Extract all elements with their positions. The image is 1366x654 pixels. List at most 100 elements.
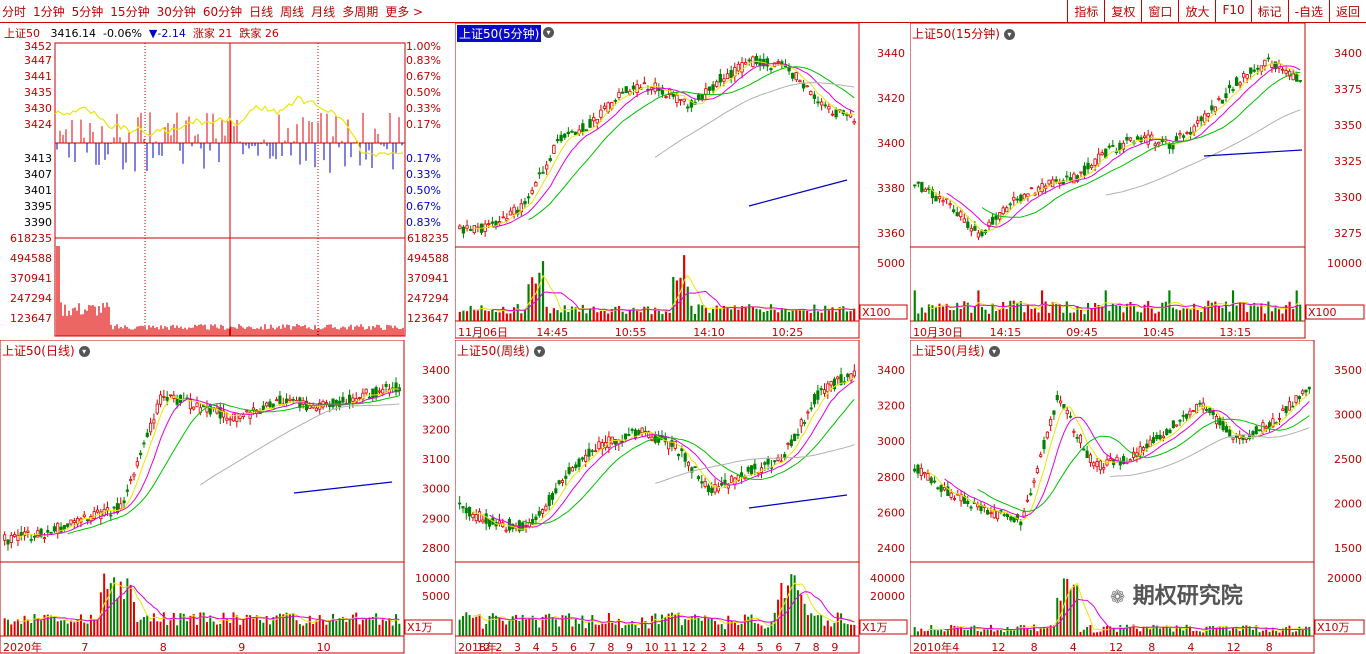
price-tick-label: 2900	[422, 512, 450, 525]
candle-body	[830, 113, 835, 116]
kline-weekly-chart: 34003200300028002600240040000200002018年1…	[455, 340, 908, 654]
action-button-7[interactable]: 返回	[1328, 0, 1366, 22]
panel-title-5min[interactable]: 上证50(5分钟)	[457, 25, 542, 42]
candle-body	[723, 479, 727, 485]
candle-body	[772, 62, 777, 68]
ma-line-60	[655, 444, 855, 484]
candle-body	[849, 373, 853, 381]
period-tab-9[interactable]: 多周期	[342, 5, 379, 19]
index-change: ▼-2.14	[148, 27, 186, 40]
chevron-down-icon[interactable]: ▾	[533, 346, 545, 357]
candle-body	[92, 511, 96, 519]
candle-body	[1019, 194, 1023, 202]
candle-body	[19, 532, 23, 536]
action-button-3[interactable]: 放大	[1178, 0, 1215, 22]
kline-panel-15min[interactable]: 3400 3375 3350 3325 3300 3275 10000 10月30日 14:15…	[910, 23, 1366, 339]
panel-title-daily[interactable]: 上证50(日线) ▾	[2, 342, 90, 359]
action-button-0[interactable]: 指标	[1067, 0, 1104, 22]
candle-body	[773, 460, 777, 463]
candle-body	[1165, 429, 1169, 436]
candle-body	[384, 384, 388, 387]
candle-body	[490, 221, 495, 224]
chevron-down-icon[interactable]: ▾	[543, 27, 554, 38]
candle-body	[664, 96, 668, 98]
candle-body	[725, 73, 730, 80]
candle-body	[966, 500, 970, 504]
candle-body	[105, 507, 110, 512]
period-tab-7[interactable]: 周线	[280, 5, 305, 19]
candle-body	[465, 225, 469, 229]
x-tick-label: 10	[645, 641, 659, 654]
trend-line	[293, 481, 393, 494]
panel-border	[0, 340, 405, 654]
x-tick-label: 9	[238, 641, 245, 654]
panel-title-weekly[interactable]: 上证50(周线) ▾	[457, 342, 545, 359]
candle-body	[1100, 152, 1104, 156]
candle-body	[1075, 436, 1079, 439]
candle-body	[1142, 135, 1147, 139]
candle-body	[1291, 405, 1295, 408]
candle-body	[949, 492, 953, 498]
period-tab-1[interactable]: 1分钟	[33, 5, 65, 19]
kline-panel-daily[interactable]: 3400 3300 3200 3100 3000 2900 2800 10000 5000 202…	[0, 340, 454, 654]
period-tab-10[interactable]: 更多 >	[385, 5, 424, 19]
period-tab-0[interactable]: 分时	[2, 5, 27, 19]
candle-body	[570, 130, 574, 133]
period-tab-4[interactable]: 30分钟	[156, 5, 196, 19]
action-button-5[interactable]: 标记	[1250, 0, 1288, 22]
action-button-2[interactable]: 窗口	[1141, 0, 1178, 22]
candle-body	[1052, 410, 1056, 415]
chevron-down-icon[interactable]: ▾	[988, 346, 1000, 357]
period-tab-8[interactable]: 月线	[311, 5, 336, 19]
candle-body	[544, 505, 548, 511]
candle-body	[726, 483, 730, 489]
candle-body	[693, 466, 697, 468]
action-button-6[interactable]: -自选	[1287, 0, 1329, 22]
candle-body	[653, 82, 657, 92]
action-button-1[interactable]: 复权	[1104, 0, 1141, 22]
x-tick-label: 12	[682, 641, 696, 654]
x-tick-label: 6	[570, 641, 577, 654]
panel-title-text: 上证50(15分钟)	[912, 27, 1000, 41]
candle-body	[517, 520, 521, 532]
kline-panel-5min[interactable]: 3440 3420 3400 3380 3360 5000 11月06日 14:45 10:55…	[455, 23, 909, 339]
candle-body	[1015, 198, 1019, 201]
candle-body	[484, 513, 488, 524]
period-tab-6[interactable]: 日线	[249, 5, 274, 19]
candle-body	[969, 227, 973, 232]
chevron-down-icon[interactable]: ▾	[1003, 29, 1015, 40]
candle-body	[1171, 420, 1175, 428]
candle-body	[1128, 459, 1132, 462]
candle-body	[952, 498, 957, 500]
candle-body	[657, 87, 661, 92]
chevron-down-icon[interactable]: ▾	[78, 346, 90, 357]
candle-body	[331, 398, 335, 408]
candle-body	[32, 535, 37, 538]
intraday-panel[interactable]: 上证50 3416.14 -0.06% ▼-2.14 涨家 21 跌家 26 3…	[0, 23, 454, 339]
candle-body	[706, 485, 710, 492]
kline-panel-weekly[interactable]: 3400 3200 3000 2800 2600 2400 40000 20000 2018年 1…	[455, 340, 909, 654]
candle-body	[1191, 410, 1195, 412]
action-button-4[interactable]: F10	[1215, 0, 1250, 22]
candle-body	[314, 407, 318, 412]
candle-body	[507, 518, 511, 531]
candle-body	[832, 378, 837, 390]
candle-body	[547, 494, 551, 507]
volume-ma-10	[489, 591, 855, 625]
wechat-icon: ❁	[1110, 587, 1126, 608]
candle-body	[836, 376, 840, 380]
kline-panel-monthly[interactable]: 3500 3000 2500 2000 1500 20000 2010年 4 12 8 4 12 8 4 1…	[910, 340, 1366, 654]
candle-body	[215, 407, 219, 414]
unit-label: X1万	[407, 621, 433, 634]
candle-body	[776, 61, 780, 63]
action-buttons: 指标 复权 窗口 放大 F10 标记 -自选 返回	[1067, 0, 1366, 22]
panel-title-15min[interactable]: 上证50(15分钟) ▾	[912, 25, 1015, 42]
period-tab-2[interactable]: 5分钟	[71, 5, 104, 19]
panel-title-monthly[interactable]: 上证50(月线) ▾	[912, 342, 1000, 359]
candle-body	[555, 139, 560, 142]
period-tab-5[interactable]: 60分钟	[202, 5, 243, 19]
candle-body	[1005, 207, 1009, 213]
price-tick-label: 3441	[24, 70, 52, 83]
period-tab-3[interactable]: 15分钟	[110, 5, 150, 19]
candle-body	[29, 539, 33, 541]
